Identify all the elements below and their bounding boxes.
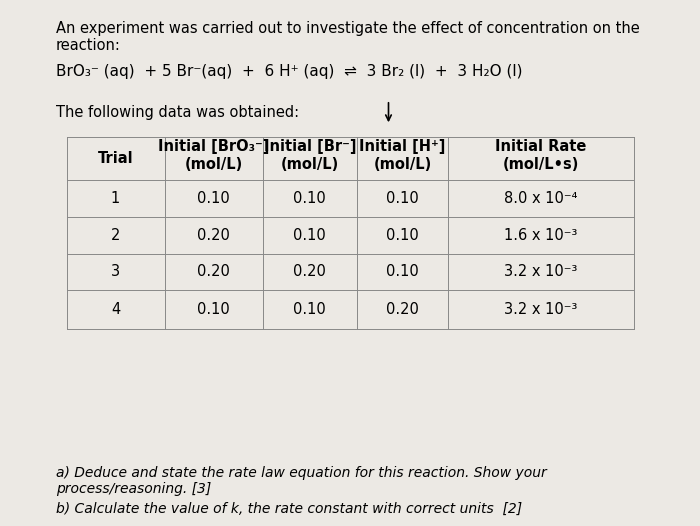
Text: 3.2 x 10⁻³: 3.2 x 10⁻³ bbox=[504, 265, 578, 279]
Text: 0.10: 0.10 bbox=[386, 228, 419, 242]
Text: 1: 1 bbox=[111, 191, 120, 206]
Text: 1.6 x 10⁻³: 1.6 x 10⁻³ bbox=[504, 228, 578, 242]
Text: 0.20: 0.20 bbox=[293, 265, 326, 279]
Text: 0.20: 0.20 bbox=[197, 228, 230, 242]
Text: Initial [H⁺]: Initial [H⁺] bbox=[359, 139, 446, 154]
Text: The following data was obtained:: The following data was obtained: bbox=[56, 105, 299, 120]
Text: (mol/L): (mol/L) bbox=[281, 157, 339, 172]
Text: BrO₃⁻ (aq)  + 5 Br⁻(aq)  +  6 H⁺ (aq)  ⇌  3 Br₂ (l)  +  3 H₂O (l): BrO₃⁻ (aq) + 5 Br⁻(aq) + 6 H⁺ (aq) ⇌ 3 B… bbox=[56, 64, 522, 79]
Text: An experiment was carried out to investigate the effect of concentration on the
: An experiment was carried out to investi… bbox=[56, 21, 640, 54]
Text: Initial [Br⁻]: Initial [Br⁻] bbox=[263, 139, 356, 154]
Text: 4: 4 bbox=[111, 302, 120, 317]
Text: 0.10: 0.10 bbox=[293, 191, 326, 206]
Text: b) Calculate the value of k, the rate constant with correct units  [2]: b) Calculate the value of k, the rate co… bbox=[56, 502, 522, 517]
Text: Initial [BrO₃⁻]: Initial [BrO₃⁻] bbox=[158, 139, 270, 154]
Text: a) Deduce and state the rate law equation for this reaction. Show your
process/r: a) Deduce and state the rate law equatio… bbox=[56, 466, 547, 495]
Text: 0.10: 0.10 bbox=[293, 302, 326, 317]
Text: 0.20: 0.20 bbox=[197, 265, 230, 279]
Text: (mol/L•s): (mol/L•s) bbox=[503, 157, 579, 172]
Text: 0.10: 0.10 bbox=[197, 302, 230, 317]
Text: 8.0 x 10⁻⁴: 8.0 x 10⁻⁴ bbox=[504, 191, 578, 206]
Text: 0.10: 0.10 bbox=[386, 191, 419, 206]
Text: 2: 2 bbox=[111, 228, 120, 242]
Text: 3: 3 bbox=[111, 265, 120, 279]
Text: 3.2 x 10⁻³: 3.2 x 10⁻³ bbox=[504, 302, 578, 317]
Text: 0.10: 0.10 bbox=[293, 228, 326, 242]
Text: Trial: Trial bbox=[98, 151, 133, 166]
Text: (mol/L): (mol/L) bbox=[373, 157, 432, 172]
Text: 0.10: 0.10 bbox=[386, 265, 419, 279]
Text: 0.20: 0.20 bbox=[386, 302, 419, 317]
Text: 0.10: 0.10 bbox=[197, 191, 230, 206]
Text: Initial Rate: Initial Rate bbox=[495, 139, 587, 154]
Text: (mol/L): (mol/L) bbox=[184, 157, 243, 172]
